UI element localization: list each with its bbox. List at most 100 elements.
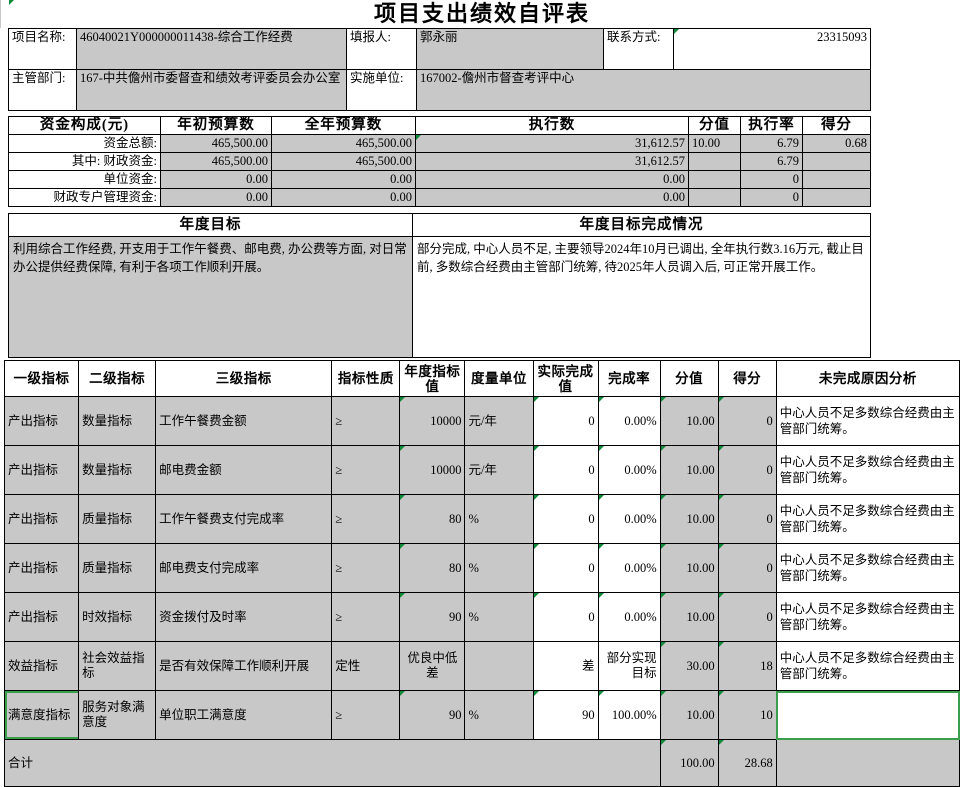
indicator-level2[interactable]: 质量指标	[78, 543, 157, 593]
indicator-level3[interactable]: 工作午餐费金额	[155, 396, 333, 446]
indicator-nature[interactable]: ≥	[331, 445, 401, 495]
total-score[interactable]: 28.68	[717, 739, 777, 787]
indicator-rate[interactable]: 部分实现目标	[597, 641, 661, 691]
indicator-rate[interactable]: 100.00%	[597, 690, 661, 740]
funding-executed[interactable]: 0.00	[415, 170, 689, 189]
indicator-nature[interactable]: ≥	[331, 690, 401, 740]
indicator-unit[interactable]: 元/年	[464, 445, 534, 495]
indicator-level3[interactable]: 工作午餐费支付完成率	[155, 494, 333, 544]
contact-value[interactable]: 23315093	[673, 28, 871, 70]
indicator-nature[interactable]: ≥	[331, 543, 401, 593]
indicator-score[interactable]: 0	[717, 494, 777, 544]
indicator-level1[interactable]: 产出指标	[3, 396, 80, 446]
total-reason-blank[interactable]	[775, 739, 961, 787]
indicator-score-value[interactable]: 10.00	[659, 543, 719, 593]
funding-year-budget[interactable]: 0.00	[271, 188, 416, 207]
indicator-reason[interactable]: 中心人员不足多数综合经费由主管部门统筹。	[775, 641, 961, 691]
indicator-reason[interactable]: 中心人员不足多数综合经费由主管部门统筹。	[775, 445, 961, 495]
indicator-actual[interactable]: 0	[532, 494, 599, 544]
indicator-score-value[interactable]: 10.00	[659, 396, 719, 446]
indicator-nature[interactable]: ≥	[331, 592, 401, 642]
reporter-value[interactable]: 郭永丽	[416, 28, 604, 70]
indicator-score-value[interactable]: 10.00	[659, 494, 719, 544]
indicator-score[interactable]: 10	[717, 690, 777, 740]
indicator-target[interactable]: 10000	[399, 445, 466, 495]
indicator-score[interactable]: 0	[717, 445, 777, 495]
indicator-unit[interactable]: %	[464, 690, 534, 740]
indicator-actual[interactable]: 0	[532, 543, 599, 593]
funding-exec-rate[interactable]: 0	[740, 170, 803, 189]
funding-executed[interactable]: 31,612.57	[415, 152, 689, 171]
funding-score-value[interactable]	[688, 188, 741, 207]
funding-year-budget[interactable]: 465,500.00	[271, 134, 416, 153]
indicator-score[interactable]: 0	[717, 592, 777, 642]
funding-begin-budget[interactable]: 0.00	[160, 188, 272, 207]
annual-goal-status-text[interactable]: 部分完成, 中心人员不足, 主要领导2024年10月已调出, 全年执行数3.16…	[412, 236, 871, 358]
indicator-actual[interactable]: 0	[532, 592, 599, 642]
indicator-score-value[interactable]: 10.00	[659, 445, 719, 495]
funding-score-value[interactable]	[688, 152, 741, 171]
indicator-target[interactable]: 80	[399, 494, 466, 544]
funding-begin-budget[interactable]: 0.00	[160, 170, 272, 189]
funding-year-budget[interactable]: 465,500.00	[271, 152, 416, 171]
indicator-rate[interactable]: 0.00%	[597, 396, 661, 446]
indicator-target[interactable]: 10000	[399, 396, 466, 446]
indicator-nature[interactable]: 定性	[331, 641, 401, 691]
indicator-nature[interactable]: ≥	[331, 494, 401, 544]
indicator-nature[interactable]: ≥	[331, 396, 401, 446]
project-name-value[interactable]: 46040021Y000000011438-综合工作经费	[76, 28, 347, 70]
indicator-level1[interactable]: 满意度指标	[3, 690, 80, 740]
indicator-unit[interactable]: %	[464, 543, 534, 593]
indicator-actual[interactable]: 0	[532, 396, 599, 446]
funding-score-value[interactable]	[688, 170, 741, 189]
indicator-unit[interactable]	[464, 641, 534, 691]
funding-exec-rate[interactable]: 0	[740, 188, 803, 207]
indicator-level2[interactable]: 服务对象满意度	[78, 690, 157, 740]
indicator-level1[interactable]: 效益指标	[3, 641, 80, 691]
indicator-unit[interactable]: %	[464, 592, 534, 642]
indicator-level2[interactable]: 质量指标	[78, 494, 157, 544]
funding-begin-budget[interactable]: 465,500.00	[160, 134, 272, 153]
indicator-rate[interactable]: 0.00%	[597, 592, 661, 642]
indicator-unit[interactable]: %	[464, 494, 534, 544]
indicator-target[interactable]: 80	[399, 543, 466, 593]
implementing-unit-value[interactable]: 167002-儋州市督查考评中心	[416, 69, 871, 111]
funding-score-value[interactable]: 10.00	[688, 134, 741, 153]
indicator-level3[interactable]: 邮电费支付完成率	[155, 543, 333, 593]
indicator-level3[interactable]: 资金拨付及时率	[155, 592, 333, 642]
indicator-actual[interactable]: 90	[532, 690, 599, 740]
indicator-score[interactable]: 18	[717, 641, 777, 691]
funding-score[interactable]	[802, 188, 871, 207]
indicator-score[interactable]: 0	[717, 396, 777, 446]
indicator-reason[interactable]: 中心人员不足多数综合经费由主管部门统筹。	[775, 494, 961, 544]
funding-year-budget[interactable]: 0.00	[271, 170, 416, 189]
indicator-rate[interactable]: 0.00%	[597, 543, 661, 593]
indicator-level1[interactable]: 产出指标	[3, 543, 80, 593]
indicator-target[interactable]: 90	[399, 690, 466, 740]
indicator-level2[interactable]: 社会效益指标	[78, 641, 157, 691]
indicator-level1[interactable]: 产出指标	[3, 494, 80, 544]
indicator-rate[interactable]: 0.00%	[597, 494, 661, 544]
total-score-value[interactable]: 100.00	[659, 739, 719, 787]
indicator-level1[interactable]: 产出指标	[3, 445, 80, 495]
indicator-score[interactable]: 0	[717, 543, 777, 593]
funding-executed[interactable]: 31,612.57	[415, 134, 689, 153]
funding-executed[interactable]: 0.00	[415, 188, 689, 207]
funding-score[interactable]	[802, 170, 871, 189]
indicator-actual[interactable]: 0	[532, 445, 599, 495]
indicator-level2[interactable]: 数量指标	[78, 445, 157, 495]
indicator-score-value[interactable]: 30.00	[659, 641, 719, 691]
indicator-reason[interactable]	[775, 690, 961, 740]
indicator-target[interactable]: 优良中低差	[399, 641, 466, 691]
funding-exec-rate[interactable]: 6.79	[740, 152, 803, 171]
indicator-level2[interactable]: 数量指标	[78, 396, 157, 446]
indicator-rate[interactable]: 0.00%	[597, 445, 661, 495]
indicator-reason[interactable]: 中心人员不足多数综合经费由主管部门统筹。	[775, 543, 961, 593]
annual-goal-text[interactable]: 利用综合工作经费, 开支用于工作午餐费、邮电费, 办公费等方面, 对日常办公提供…	[8, 236, 413, 358]
indicator-actual[interactable]: 差	[532, 641, 599, 691]
indicator-reason[interactable]: 中心人员不足多数综合经费由主管部门统筹。	[775, 396, 961, 446]
indicator-score-value[interactable]: 10.00	[659, 592, 719, 642]
indicator-target[interactable]: 90	[399, 592, 466, 642]
indicator-score-value[interactable]: 10.00	[659, 690, 719, 740]
funding-begin-budget[interactable]: 465,500.00	[160, 152, 272, 171]
